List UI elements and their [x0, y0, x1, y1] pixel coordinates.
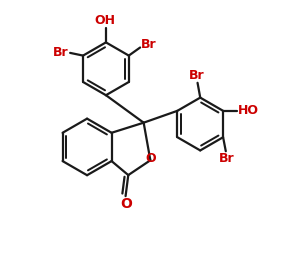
Text: OH: OH: [94, 13, 115, 26]
Text: HO: HO: [238, 104, 258, 117]
Text: Br: Br: [141, 38, 157, 51]
Text: Br: Br: [53, 46, 68, 59]
Text: Br: Br: [219, 152, 234, 165]
Text: Br: Br: [188, 69, 204, 82]
Text: O: O: [146, 152, 156, 166]
Text: O: O: [120, 197, 132, 211]
